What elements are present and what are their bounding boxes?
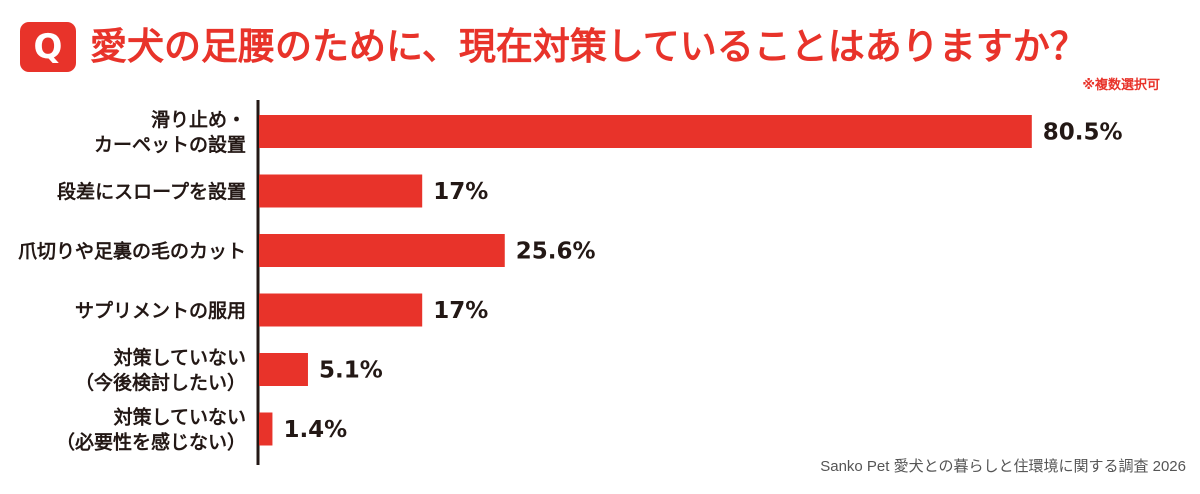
category-label-5-0: 対策していない (113, 406, 246, 429)
category-label-5-1: （必要性を感じない） (56, 431, 246, 454)
category-label-1-0: 段差にスロープを設置 (57, 180, 246, 203)
bar-3 (259, 293, 423, 327)
value-label-4: 5.1% (319, 358, 383, 384)
bar-0 (259, 115, 1032, 148)
chart-title: 愛犬の足腰のために、現在対策していることはありますか？ (90, 25, 1087, 68)
multiple-choice-note: ※複数選択可 (1082, 78, 1160, 93)
question-badge: Q (20, 22, 76, 72)
category-label-2-0: 爪切りや足裏の毛のカット (18, 240, 246, 263)
value-label-2: 25.6% (516, 239, 596, 265)
source-credit: Sanko Pet 愛犬との暮らしと住環境に関する調査 2026 (820, 458, 1186, 475)
bar-1 (259, 174, 423, 208)
bar-2 (259, 234, 505, 267)
category-label-4-0: 対策していない (113, 346, 246, 369)
value-label-3: 17% (433, 298, 488, 324)
category-label-4-1: （今後検討したい） (75, 371, 246, 394)
value-label-1: 17% (433, 179, 488, 205)
category-label-3-0: サプリメントの服用 (75, 299, 246, 322)
value-label-5: 1.4% (283, 417, 347, 443)
bar-5 (259, 412, 273, 446)
category-label-0-0: 滑り止め・ (151, 109, 246, 131)
bar-4 (259, 353, 308, 386)
category-label-0-1: カーペットの設置 (94, 133, 246, 156)
value-label-0: 80.5% (1043, 120, 1123, 146)
